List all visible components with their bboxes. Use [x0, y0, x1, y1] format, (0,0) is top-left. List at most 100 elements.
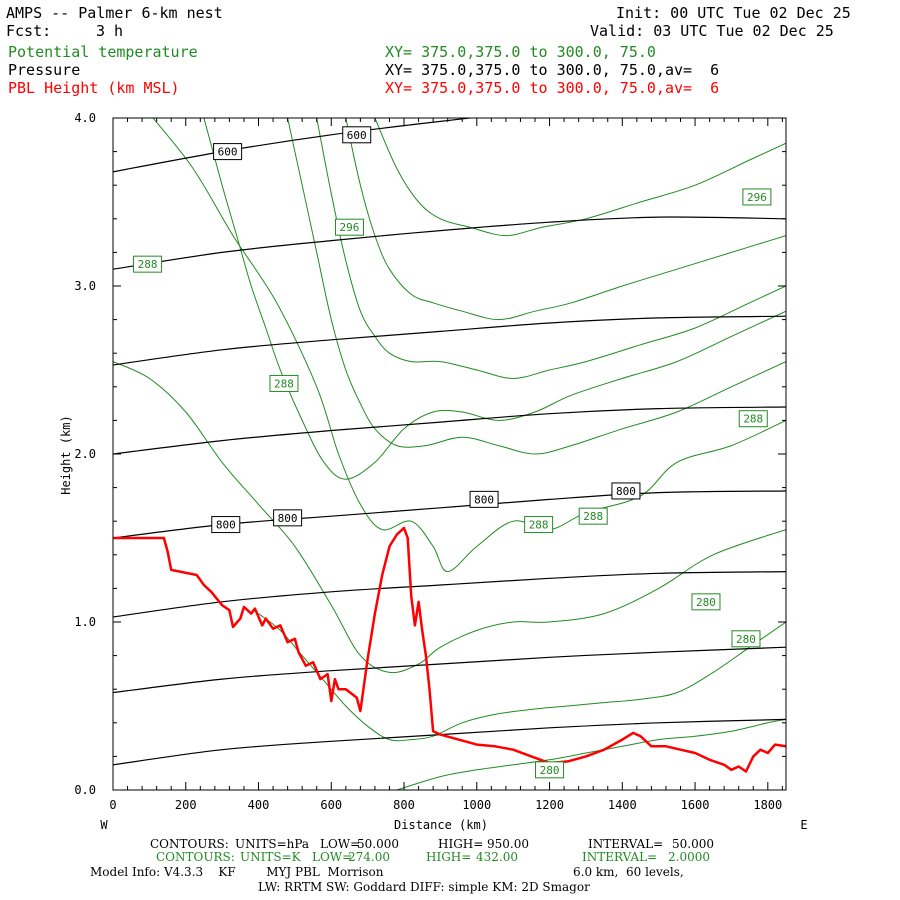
field-pbl-label: PBL Height (km MSL): [8, 79, 180, 97]
theta-label-8-text: 280: [736, 633, 756, 646]
theta-label-5-text: 288: [529, 519, 549, 532]
theta-label-9: 280: [535, 761, 565, 779]
theta-contour-2: [258, 613, 786, 742]
theta-label-5: 288: [524, 516, 554, 534]
init-time: Init: 00 UTC Tue 02 Dec 25: [616, 4, 851, 22]
pressure-label-1-text: 600: [347, 129, 367, 142]
theta-label-6-text: 288: [583, 510, 603, 523]
y-axis-label: Height (km): [59, 415, 73, 494]
footer-line2-high-val: 432.00: [476, 850, 518, 864]
footer-line2-low-val: 274.00: [348, 850, 390, 864]
pressure-contour-6: [113, 646, 786, 694]
x-tick-label: 1200: [535, 798, 564, 812]
theta-label-4: 288: [738, 410, 768, 428]
x-tick-label: 1000: [462, 798, 491, 812]
x-tick-label: 0: [109, 798, 116, 812]
pressure-label-0: 600: [213, 143, 243, 161]
footer-line1-low: LOW=: [320, 837, 361, 851]
theta-label-4-text: 288: [743, 413, 763, 426]
footer-physics: LW: RRTM SW: Goddard DIFF: simple KM: 2D…: [258, 880, 590, 894]
east-label: E: [800, 818, 807, 832]
footer-line2-interval-val: 2.0000: [668, 850, 710, 864]
footer-line2-interval: INTERVAL=: [582, 850, 658, 864]
pressure-contour-3: [113, 406, 786, 455]
fcst-label: Fcst:: [6, 22, 52, 40]
theta-label-1-text: 288: [138, 258, 158, 271]
theta-contour-4: [203, 118, 786, 480]
y-tick-label: 1.0: [74, 615, 96, 629]
theta-label-2-text: 288: [274, 377, 294, 390]
footer-line1-low-val: 50.000: [357, 837, 399, 851]
west-label: W: [100, 818, 108, 832]
theta-label-0-text: 296: [340, 221, 360, 234]
y-tick-label: 4.0: [74, 111, 96, 125]
footer-line1-high-val: 950.00: [487, 837, 529, 851]
theta-label-7: 280: [691, 593, 721, 611]
x-tick-label: 1800: [753, 798, 782, 812]
footer-resolution: 6.0 km, 60 levels,: [573, 865, 684, 879]
footer-line2-high: HIGH=: [426, 850, 472, 864]
pressure-label-5-text: 800: [616, 485, 636, 498]
theta-label-2: 288: [269, 374, 299, 392]
x-tick-label: 1600: [681, 798, 710, 812]
contour-labels: 296 288 288 296 288 288 288 280 280 280 600 600 800 8…: [133, 126, 772, 779]
pressure-contour-7: [113, 718, 786, 766]
theta-label-3: 296: [742, 188, 772, 206]
theta-label-6: 288: [578, 507, 608, 525]
pressure-label-2-text: 800: [216, 519, 236, 532]
x-tick-label: 600: [320, 798, 342, 812]
theta-label-0: 296: [334, 218, 364, 236]
footer-line1-interval-val: 50.000: [672, 837, 714, 851]
pressure-label-3-text: 800: [278, 512, 298, 525]
pressure-contour-5: [113, 571, 786, 618]
xy-theta: XY= 375.0,375.0 to 300.0, 75.0: [385, 43, 656, 61]
fcst-value: 3 h: [96, 22, 124, 40]
footer-line1-units: UNITS=hPa: [235, 837, 310, 851]
pressure-label-5: 800: [611, 482, 641, 500]
field-pressure-label: Pressure: [8, 61, 81, 79]
pressure-label-0-text: 600: [218, 146, 238, 159]
theta-contour-5: [287, 118, 786, 455]
theta-contour-6: [316, 118, 786, 379]
field-theta-label: Potential temperature: [8, 43, 198, 61]
theta-label-1: 288: [133, 255, 163, 273]
footer-line2-label: CONTOURS:: [156, 850, 235, 864]
theta-label-8: 280: [731, 630, 761, 648]
theta-label-3-text: 296: [747, 191, 767, 204]
theta-contour-8: [374, 118, 786, 237]
x-tick-label: 400: [248, 798, 270, 812]
theta-contour-7: [345, 118, 786, 321]
pbl-height-line: [113, 526, 786, 773]
pressure-label-4-text: 800: [474, 493, 494, 506]
footer-line2-units: UNITS=K: [240, 850, 301, 864]
pressure-contours: [113, 118, 786, 766]
theta-contour-1: [113, 361, 786, 674]
model-title: AMPS -- Palmer 6-km nest: [6, 4, 223, 22]
footer-line1-label: CONTOURS:: [150, 837, 229, 851]
footer-line1-high: HIGH=: [438, 837, 484, 851]
x-axis-label: Distance (km): [394, 818, 488, 832]
pbl-series: [113, 526, 786, 773]
y-tick-label: 3.0: [74, 279, 96, 293]
x-tick-label: 1400: [608, 798, 637, 812]
theta-label-7-text: 280: [696, 596, 716, 609]
footer-model-info: Model Info: V4.3.3 KF MYJ PBL Morrison: [90, 865, 384, 879]
valid-time: Valid: 03 UTC Tue 02 Dec 25: [590, 22, 834, 40]
theta-contours: [113, 118, 786, 790]
axis-ticks: 0 200 400 600 800 1000 1200 1400 1600 1800 0.0 1.0 2…: [74, 111, 786, 812]
x-tick-label: 800: [393, 798, 415, 812]
footer-line1-interval: INTERVAL=: [588, 837, 664, 851]
x-tick-label: 200: [175, 798, 197, 812]
y-tick-label: 0.0: [74, 783, 96, 797]
pressure-contour-2: [113, 315, 786, 366]
pressure-label-3: 800: [273, 509, 303, 527]
y-tick-label: 2.0: [74, 447, 96, 461]
theta-label-9-text: 280: [540, 764, 560, 777]
pressure-label-1: 600: [342, 126, 372, 144]
pressure-contour-1: [113, 216, 786, 270]
theta-contour-0: [152, 118, 786, 573]
xy-pressure: XY= 375.0,375.0 to 300.0, 75.0,av= 6: [385, 61, 720, 79]
pressure-label-2: 800: [211, 516, 241, 534]
pressure-label-4: 800: [469, 490, 499, 508]
